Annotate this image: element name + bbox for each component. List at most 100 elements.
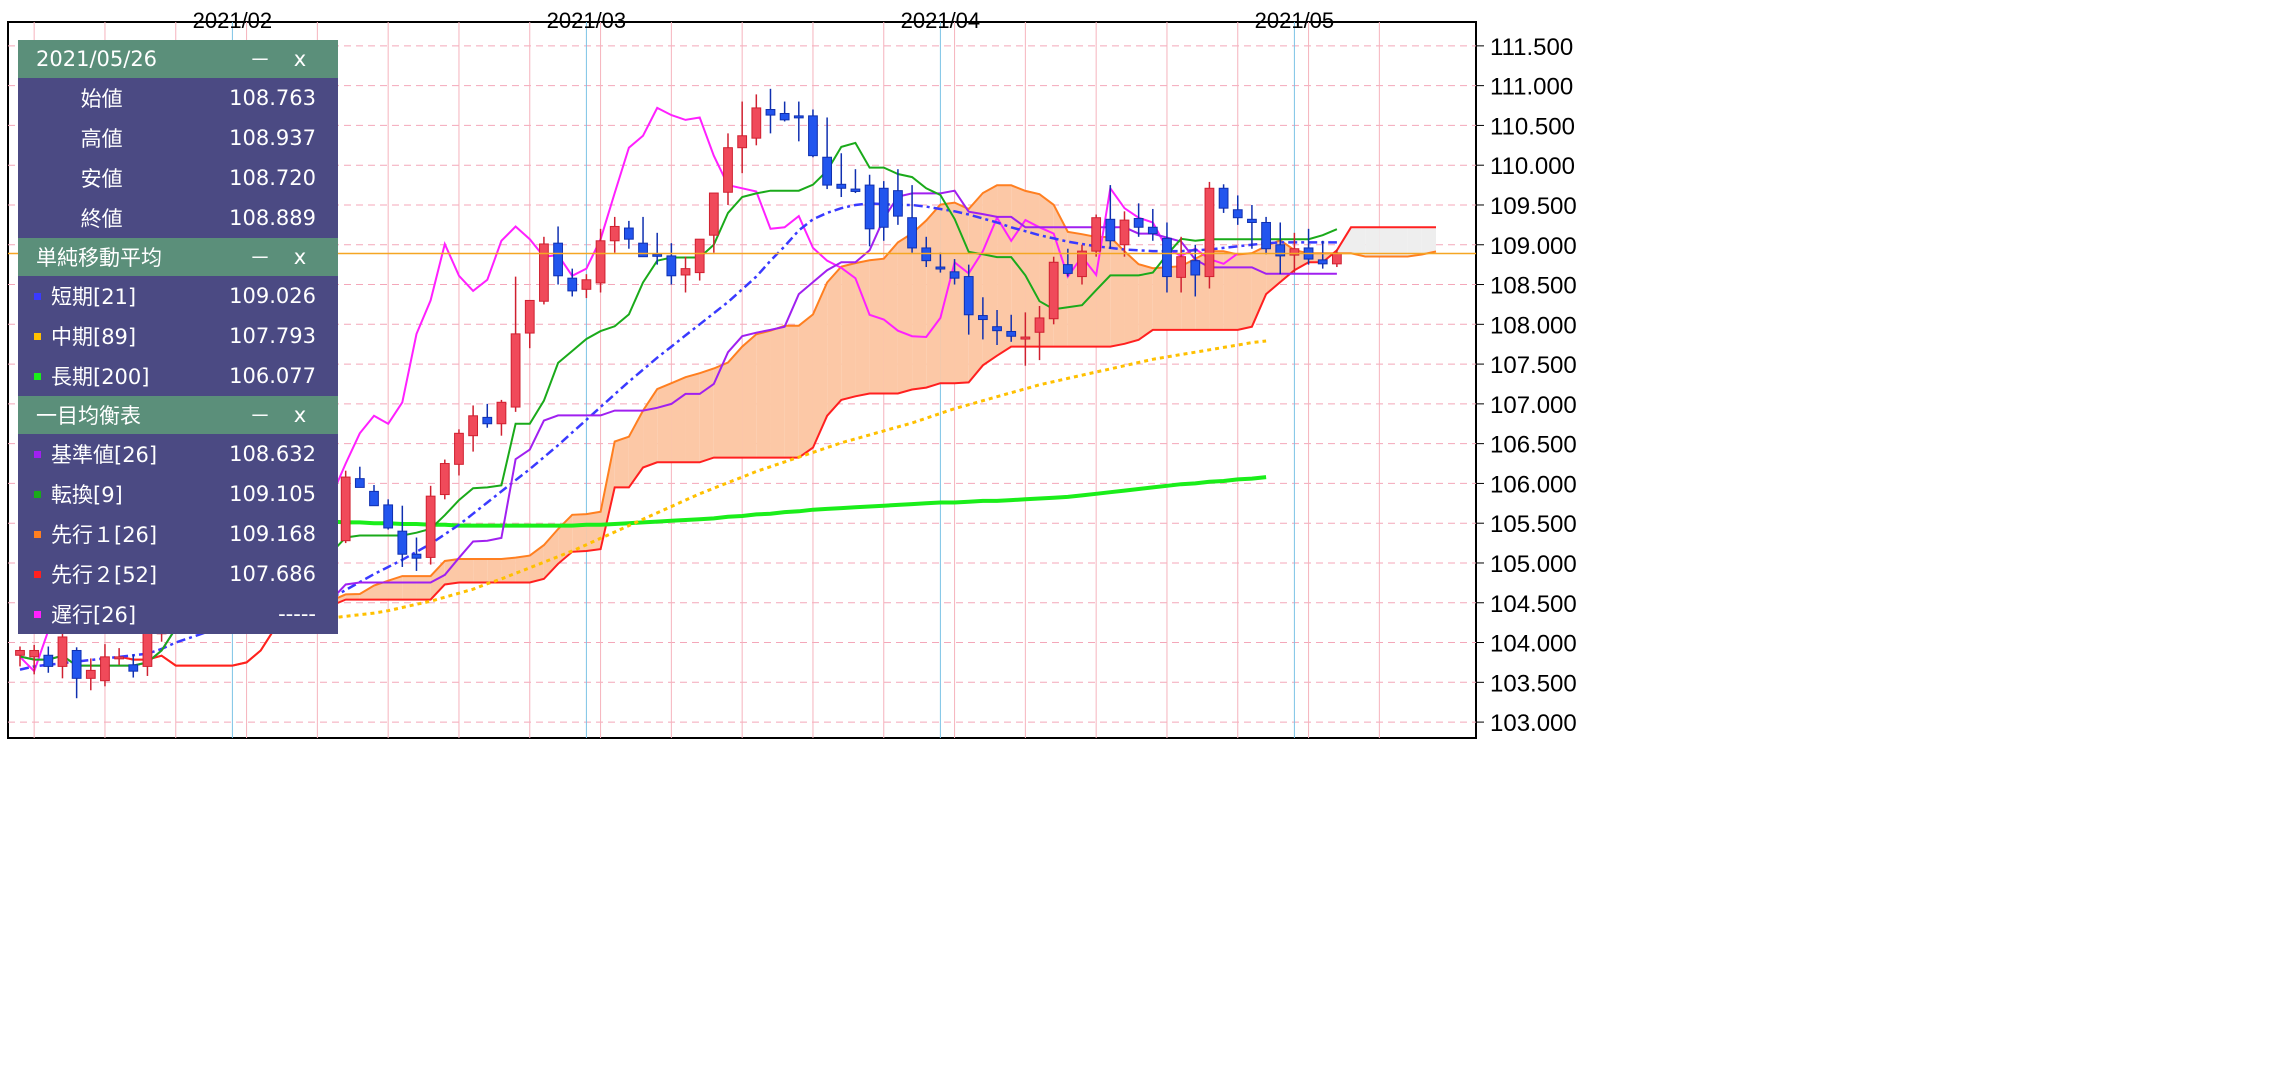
cloud-segment	[1110, 236, 1125, 347]
ohlc-header: 2021/05/26 － x	[18, 40, 338, 78]
candle	[369, 485, 379, 507]
close-button[interactable]: x	[293, 403, 307, 427]
candle-body	[581, 279, 592, 290]
cloud-segment	[1067, 231, 1082, 347]
legend-row: 先行２[52] 107.686	[18, 554, 338, 594]
candle-body	[977, 315, 988, 321]
candle	[680, 256, 691, 293]
candle	[878, 181, 889, 241]
minimize-button[interactable]: －	[249, 404, 271, 428]
y-tick-label: 110.500	[1490, 113, 1575, 140]
cloud-segment	[657, 383, 672, 463]
sma-title: 単純移動平均	[36, 246, 162, 270]
candle-body	[524, 299, 535, 334]
candle-body	[1218, 187, 1229, 209]
legend-label: 先行１[26]	[51, 523, 158, 547]
candle	[1006, 314, 1017, 342]
candle	[71, 647, 82, 699]
candle-body	[1105, 218, 1116, 242]
color-swatch	[34, 610, 41, 618]
minimize-button[interactable]: －	[249, 246, 271, 270]
cloud-segment	[926, 204, 941, 388]
candle	[765, 88, 776, 134]
y-tick-label: 106.500	[1490, 432, 1577, 459]
cloud-segment	[897, 233, 913, 394]
candle	[539, 236, 549, 305]
candle-body	[100, 656, 110, 682]
cloud-segment	[671, 377, 686, 463]
candle	[1247, 204, 1257, 249]
ichimoku-title: 一目均衡表	[36, 404, 141, 428]
candle	[383, 499, 394, 530]
legend-label: 始値	[80, 87, 123, 111]
candle	[1034, 306, 1045, 361]
y-tick-label: 111.500	[1490, 34, 1573, 61]
cloud-segment	[1025, 190, 1040, 347]
candle-body	[1119, 219, 1130, 246]
legend-row: 高値 108.937	[18, 118, 338, 158]
y-tick-label: 105.500	[1490, 511, 1577, 538]
cloud-segment	[359, 585, 374, 600]
candle	[454, 429, 464, 476]
x-tick-label: 2021/05	[1255, 8, 1335, 33]
candle	[85, 658, 96, 691]
cloud-segment	[1138, 264, 1153, 340]
candle	[496, 399, 507, 436]
legend-row: 基準値[26] 108.632	[18, 434, 338, 474]
candle	[425, 485, 436, 565]
candle-body	[354, 478, 365, 488]
candle	[935, 252, 946, 273]
candle	[15, 646, 25, 667]
minimize-button[interactable]: －	[249, 48, 271, 72]
color-swatch	[34, 450, 41, 458]
legend-row: 遅行[26] -----	[18, 594, 338, 634]
cloud-segment	[883, 242, 898, 394]
legend-label: 遅行[26]	[51, 603, 137, 627]
candle	[567, 268, 578, 297]
cloud-segment	[600, 441, 615, 550]
y-tick-label: 103.500	[1490, 670, 1577, 697]
cloud-segment	[812, 282, 828, 448]
candle	[723, 133, 733, 205]
candle	[708, 192, 719, 253]
candle-body	[1034, 317, 1045, 333]
candle	[1162, 222, 1172, 293]
candle	[1105, 185, 1116, 249]
cloud-segment	[487, 559, 502, 583]
candle	[397, 505, 408, 567]
candle	[1119, 211, 1130, 257]
candle-body	[1190, 260, 1201, 276]
candle	[992, 309, 1002, 345]
legend-value: 108.763	[229, 86, 316, 110]
candle	[553, 226, 563, 285]
candle-body	[949, 271, 960, 279]
candle-body	[1176, 256, 1187, 278]
candle	[581, 274, 592, 299]
candle	[43, 646, 54, 673]
cloud-segment	[728, 346, 743, 458]
candle	[411, 537, 422, 571]
cloud-segment	[954, 202, 969, 384]
candle-body	[652, 253, 663, 257]
candle	[1218, 184, 1229, 213]
ohlc-date: 2021/05/26	[36, 47, 158, 71]
cloud-segment	[430, 560, 445, 600]
candle-body	[1317, 259, 1328, 265]
candle-body	[454, 432, 464, 465]
candle-body	[779, 112, 790, 121]
y-tick-label: 109.000	[1490, 233, 1577, 260]
candle	[510, 276, 521, 412]
candle	[1020, 312, 1031, 366]
sma-header: 単純移動平均 － x	[18, 238, 338, 276]
candle	[29, 644, 40, 675]
candle-body	[1232, 209, 1243, 219]
close-button[interactable]: x	[293, 245, 307, 269]
candle	[666, 243, 677, 285]
cloud-segment	[827, 266, 842, 416]
info-panel: 2021/05/26 － x 始値 108.763 高値 108.937 安値 108.7…	[18, 40, 338, 634]
candle-body	[708, 192, 719, 236]
cloud-segment	[968, 193, 983, 383]
cloud-segment	[458, 559, 474, 583]
close-button[interactable]: x	[293, 47, 307, 71]
